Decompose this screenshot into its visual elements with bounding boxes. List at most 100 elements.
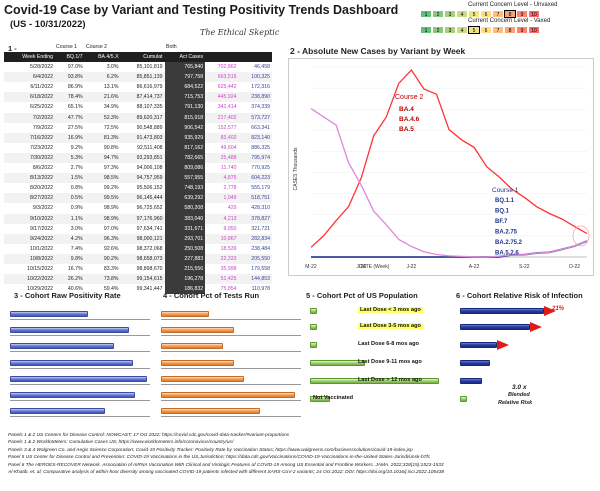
page-subtitle: (US - 10/31/2022) (10, 19, 86, 30)
tick-label: M-22 (305, 264, 317, 270)
table-cell: 90.2% (84, 253, 121, 264)
table-cell: 227,883 (164, 253, 206, 264)
footnotes: Panels 1 & 2 US Centers for Disease Cont… (8, 432, 598, 476)
cohort-label: Last Dose < 3 mos ago (358, 307, 423, 313)
positivity-bar (10, 343, 114, 349)
series-line-1 (311, 240, 588, 258)
table-header (205, 52, 239, 63)
table-cell: 9,950 (223, 225, 237, 232)
table-cell: 9/17/2022 (29, 225, 54, 232)
table-cell: 1.1% (55, 213, 85, 224)
section4-label: 4 - Cohort Pct of Tests Run (163, 291, 260, 300)
table-cell: 715,753 (164, 92, 206, 103)
group-header-course1: Course 1 (56, 44, 78, 50)
table-cell: 782,665 (164, 152, 206, 164)
unvaxed-cell: 3 (444, 10, 456, 18)
table-cell: 95,506,152 (136, 185, 163, 192)
risk-bar (460, 324, 530, 330)
table-cell: 98,658,073 (120, 253, 165, 264)
table-cell: 555,179 (251, 185, 270, 192)
table-row: 9/24/2022 4.2% 96.3% 98,000,121 293,701 10,86… (4, 233, 272, 244)
course2-variant: BA.4.6 (399, 116, 420, 123)
y-axis-label: CASES Thousands (293, 147, 299, 190)
table-cell: 4,875 (205, 173, 239, 184)
table-cell: 11,740 (221, 165, 237, 172)
row-divider (161, 416, 301, 417)
population-bar (310, 308, 317, 314)
table-cell: 684,522 (164, 82, 206, 93)
table-header: Week Ending (4, 52, 56, 63)
brand-logo: The Ethical Skeptic (200, 28, 280, 37)
table-cell: 604,223 (238, 173, 272, 184)
table-cell: 250,508 (164, 243, 206, 254)
row-divider (10, 400, 150, 401)
table-cell: 93.8% (55, 72, 85, 83)
table-cell: 94.7% (84, 152, 121, 164)
tests-bar (161, 343, 223, 349)
course2-label: Course 2 (395, 94, 424, 101)
table-cell: 52.3% (84, 112, 121, 123)
table-cell: 99.5% (84, 193, 121, 204)
table-cell: 8/20/2022 (29, 185, 54, 192)
tick-label: A-22 (469, 264, 480, 270)
table-cell: 92,511,408 (136, 144, 163, 151)
positivity-bar (10, 408, 105, 414)
table-cell: 98.9% (103, 205, 119, 212)
table-cell: 10,867 (205, 233, 239, 244)
table-cell: 83.3% (103, 265, 119, 272)
vaxed-cell: 2 (432, 26, 444, 34)
table-cell: 663,515 (205, 72, 239, 83)
table-row: 9/17/2022 3.0% 97.0% 97,634,741 331,671 9,950… (4, 223, 272, 234)
table-row: 6/4/2022 93.8% 6.2% 85,851,139 797,758 663,51… (4, 72, 272, 83)
unvaxed-cell: 8 (504, 10, 516, 18)
table-cell: 10/22/2022 (4, 274, 56, 285)
table-row: 8/13/2022 1.5% 98.5% 94,757,959 557,955 4,875… (4, 173, 272, 184)
unvaxed-cell: 9 (516, 10, 528, 18)
table-row: 10/1/2022 7.4% 92.6% 98,372,068 250,508 18,53… (4, 243, 272, 254)
table-cell: 9/3/2022 (32, 205, 54, 212)
table-cell: 282,834 (238, 233, 272, 244)
unvaxed-cell: 1 (420, 10, 432, 18)
table-cell: 94,006,108 (136, 165, 163, 172)
table-cell: 10/1/2022 (29, 245, 54, 252)
legend-vaxed-label: Current Concern Level - Vaxed (468, 18, 551, 24)
tick-label: J-22 (356, 264, 366, 270)
tests-bar (161, 311, 209, 317)
table-cell: 321,721 (251, 225, 270, 232)
table-cell: 663,341 (251, 124, 270, 131)
cases-line-chart: M-22 J-22 J-22 A-22 S-22 O-22 DATE (Week) CASES… (288, 58, 594, 276)
course2-variant: BA.5 (399, 126, 414, 133)
table-cell: 85,101,819 (136, 64, 163, 71)
population-bar (310, 342, 317, 348)
table-cell: 9.8% (55, 253, 85, 264)
table-cell: 886,325 (251, 144, 270, 151)
table-cell: 4.2% (55, 233, 85, 244)
table-cell: 7/30/2022 (4, 152, 56, 164)
table-cell: 73.8% (84, 274, 121, 285)
table-cell: 331,671 (164, 223, 206, 234)
table-cell: 179,558 (251, 265, 270, 272)
row-divider (161, 400, 301, 401)
population-bar (310, 324, 317, 330)
table-cell: 7.4% (70, 245, 83, 252)
table-cell: 90,548,889 (136, 124, 163, 131)
unvaxed-cell: 7 (492, 10, 504, 18)
table-cell: 791,130 (164, 102, 206, 113)
table-cell: 10/29/2022 (27, 286, 54, 293)
table-cell: 3.0% (106, 64, 119, 71)
highlight-circle (572, 225, 590, 247)
table-cell: 27.5% (67, 124, 83, 131)
table-cell: 97.3% (103, 165, 119, 172)
table-cell: 429 (227, 205, 237, 212)
course2-variant: BA.4 (399, 106, 414, 113)
row-divider (10, 351, 150, 352)
table-cell: 205,550 (238, 253, 272, 264)
row-divider (161, 319, 301, 320)
table-cell: 6/25/2022 (29, 104, 54, 111)
table-cell: 1.5% (55, 173, 85, 184)
table-cell: 817,162 (164, 142, 206, 153)
table-cell: 378,827 (238, 213, 272, 224)
risk-bar (460, 396, 467, 402)
vaxed-cell: 3 (444, 26, 456, 34)
tests-bar (161, 327, 234, 333)
